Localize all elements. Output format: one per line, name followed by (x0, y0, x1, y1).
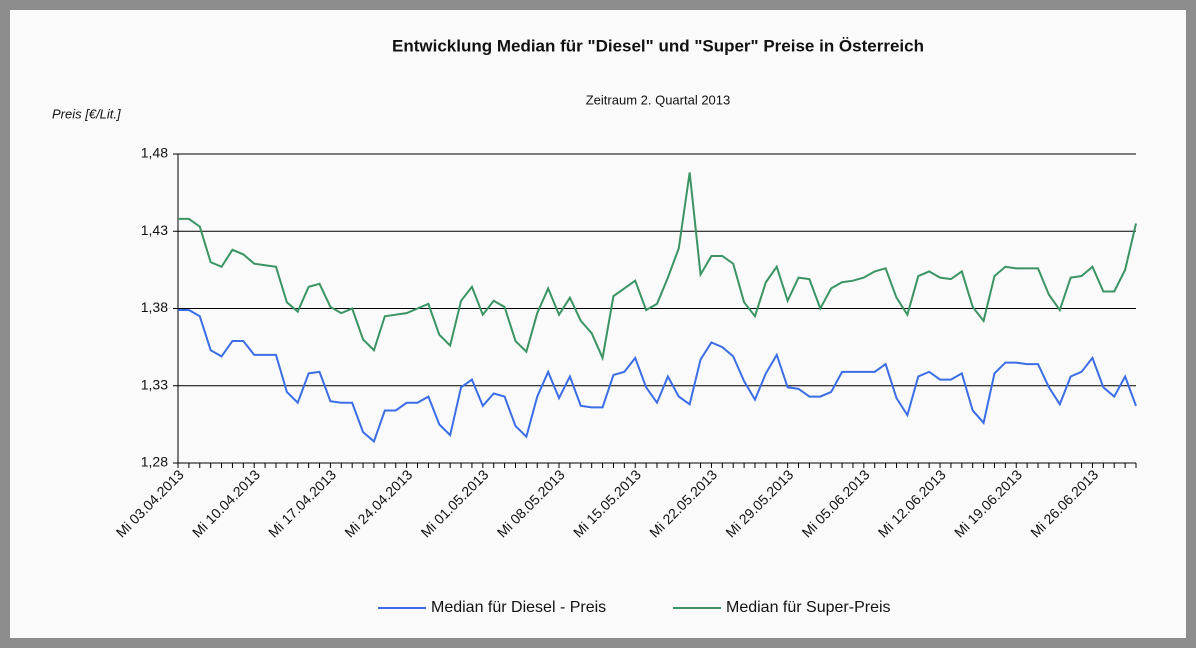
y-tick-label: 1,48 (141, 145, 168, 161)
legend-label: Median für Super-Preis (726, 599, 891, 616)
series-line (178, 309, 1137, 444)
y-tick-label: 1,38 (141, 299, 168, 315)
chart-title: Entwicklung Median für "Diesel" und "Sup… (392, 36, 924, 55)
y-tick-label: 1,33 (141, 376, 168, 392)
y-tick-label: 1,43 (141, 222, 168, 238)
series-line (178, 172, 1137, 362)
y-tick-label: 1,28 (141, 454, 168, 470)
legend-label: Median für Diesel - Preis (431, 599, 606, 616)
y-axis-label: Preis [€/Lit.] (52, 106, 121, 121)
chart-subtitle: Zeitraum 2. Quartal 2013 (586, 92, 731, 107)
